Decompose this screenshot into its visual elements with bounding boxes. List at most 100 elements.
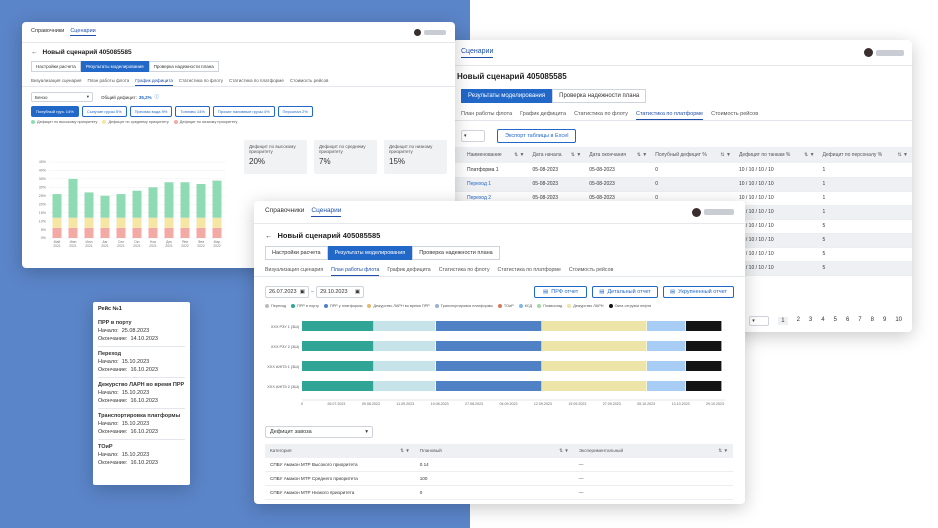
bar-segment[interactable]	[116, 217, 126, 228]
cargo-chip[interactable]: Персонал 2%	[277, 106, 313, 117]
page-number[interactable]: 6	[845, 317, 850, 323]
nav-references[interactable]: Справочники	[265, 207, 305, 214]
bar-segment[interactable]	[164, 227, 174, 238]
cargo-chip[interactable]: Прочие наливные грузы 4%	[212, 106, 275, 117]
nav-scenarios[interactable]: Сценарии	[311, 207, 342, 217]
bar-segment[interactable]	[164, 182, 174, 218]
gantt-segment[interactable]	[686, 381, 722, 391]
bar-segment[interactable]	[52, 194, 62, 218]
page-number[interactable]: 2	[796, 317, 800, 323]
tab-fleet-stats[interactable]: Статистика по флоту	[574, 111, 628, 117]
filter-icon[interactable]: ⇅ ▼	[636, 152, 648, 158]
gantt-segment[interactable]	[374, 361, 436, 371]
bar-segment[interactable]	[84, 227, 94, 238]
filter-icon[interactable]: ⇅ ▼	[720, 152, 731, 158]
filter-icon[interactable]: ⇅ ▼	[559, 448, 569, 453]
tab-deficit-chart[interactable]: График дефицита	[135, 78, 173, 86]
table-row[interactable]: СПБУ Амакон МТР Среднего приоритета 100—	[265, 471, 733, 486]
avatar[interactable]	[414, 28, 421, 36]
filter-icon[interactable]: ⇅ ▼	[400, 448, 410, 453]
tab-platform-stats[interactable]: Статистика по платформе	[228, 78, 284, 83]
page-number[interactable]: 7	[858, 317, 862, 323]
page-number[interactable]: 4	[821, 317, 825, 323]
bar-segment[interactable]	[180, 217, 190, 228]
bar-segment[interactable]	[132, 227, 142, 238]
nav-scenarios[interactable]: Сценарии	[461, 48, 494, 58]
gantt-segment[interactable]	[302, 381, 374, 391]
tab-deficit-chart[interactable]: График дефицита	[520, 111, 567, 117]
bar-segment[interactable]	[52, 217, 62, 228]
gantt-segment[interactable]	[647, 381, 686, 391]
bar-segment[interactable]	[164, 217, 174, 228]
filter-icon[interactable]: ⇅ ▼	[897, 152, 908, 158]
cargo-select[interactable]: Бензо ▾	[31, 92, 93, 102]
gantt-segment[interactable]	[542, 321, 647, 331]
bar-segment[interactable]	[148, 187, 158, 218]
page-number[interactable]: 5	[833, 317, 837, 323]
bar-segment[interactable]	[212, 227, 222, 238]
gantt-segment[interactable]	[686, 341, 722, 351]
page-number[interactable]: 9	[882, 317, 887, 323]
cargo-chip[interactable]: Пресная вода 9%	[129, 106, 173, 117]
tab-platform-stats[interactable]: Статистика по платформе	[497, 267, 561, 273]
gantt-segment[interactable]	[374, 321, 436, 331]
summary-report-button[interactable]: ▤ Укрупненный отчет	[662, 286, 734, 298]
back-arrow-icon[interactable]: ←	[265, 231, 273, 240]
cargo-chip[interactable]: Топливо 14%	[175, 106, 210, 117]
page-size-select[interactable]: ▾	[749, 316, 770, 326]
bar-segment[interactable]	[148, 227, 158, 238]
bar-segment[interactable]	[196, 217, 206, 228]
tab-platform-stats[interactable]: Статистика по платформе	[636, 111, 704, 120]
user-info[interactable]	[864, 48, 904, 57]
filter-icon[interactable]: ⇅ ▼	[513, 152, 525, 158]
filter-icon[interactable]: ⇅ ▼	[718, 448, 728, 453]
gantt-segment[interactable]	[436, 361, 542, 371]
gantt-segment[interactable]	[302, 361, 374, 371]
bar-segment[interactable]	[180, 182, 190, 218]
gantt-segment[interactable]	[686, 321, 722, 331]
tab-reliability[interactable]: Проверка надежности плана	[552, 89, 647, 103]
table-row[interactable]: Платформа 1 05-08-2023 05-08-2023 0 10 / 10 …	[453, 163, 912, 178]
bar-segment[interactable]	[212, 180, 222, 218]
page-number[interactable]: 8	[870, 317, 874, 323]
gantt-segment[interactable]	[647, 341, 686, 351]
tab-fleet-stats[interactable]: Статистика по флоту	[438, 267, 490, 273]
avatar[interactable]	[864, 48, 873, 57]
bar-segment[interactable]	[84, 217, 94, 228]
bar-segment[interactable]	[132, 190, 142, 218]
gantt-segment[interactable]	[436, 321, 542, 331]
tab-results[interactable]: Результаты моделирования	[327, 246, 413, 260]
gantt-segment[interactable]	[647, 361, 686, 371]
tab-reliability[interactable]: Проверка надежности плана	[148, 61, 219, 72]
bar-segment[interactable]	[100, 217, 110, 228]
avatar[interactable]	[692, 207, 701, 217]
nav-references[interactable]: Справочники	[31, 28, 65, 34]
prf-report-button[interactable]: ▤ ПРФ отчет	[534, 286, 588, 298]
tab-trip-cost[interactable]: Стоимость рейсов	[289, 78, 329, 83]
bar-segment[interactable]	[68, 178, 78, 218]
bar-segment[interactable]	[84, 192, 94, 218]
tab-visualization[interactable]: Визуализация сценария	[31, 78, 82, 83]
bar-segment[interactable]	[100, 227, 110, 238]
cargo-chip[interactable]: Сыпучие грузы 5%	[81, 106, 127, 117]
bar-segment[interactable]	[196, 227, 206, 238]
table-row[interactable]: СПБУ Амакон МТР Низкого приоритета 0—	[265, 485, 733, 500]
tab-results[interactable]: Результаты моделирования	[461, 89, 553, 103]
gantt-segment[interactable]	[374, 381, 436, 391]
page-number[interactable]: 1	[778, 317, 788, 325]
table-row[interactable]: СПБУ Амакон МТР Высокого приоритета 0.14—	[265, 458, 733, 472]
filter-icon[interactable]: ⇅ ▼	[803, 152, 815, 158]
date-to-input[interactable]: 29.10.2023 ▣	[316, 286, 365, 298]
table-row[interactable]: Переход 1 05-08-2023 05-08-2023 0 10 / 10 / …	[453, 177, 912, 192]
bar-segment[interactable]	[116, 194, 126, 218]
back-arrow-icon[interactable]: ←	[31, 49, 38, 56]
gantt-segment[interactable]	[686, 361, 722, 371]
bar-segment[interactable]	[212, 217, 222, 228]
gantt-segment[interactable]	[647, 321, 686, 331]
gantt-segment[interactable]	[436, 381, 542, 391]
nav-scenarios[interactable]: Сценарии	[70, 28, 96, 36]
detailed-report-button[interactable]: ▤ Детальный отчет	[592, 286, 658, 298]
bar-segment[interactable]	[132, 217, 142, 228]
bar-segment[interactable]	[100, 195, 110, 218]
tab-fleet-plan[interactable]: План работы флота	[331, 267, 380, 276]
